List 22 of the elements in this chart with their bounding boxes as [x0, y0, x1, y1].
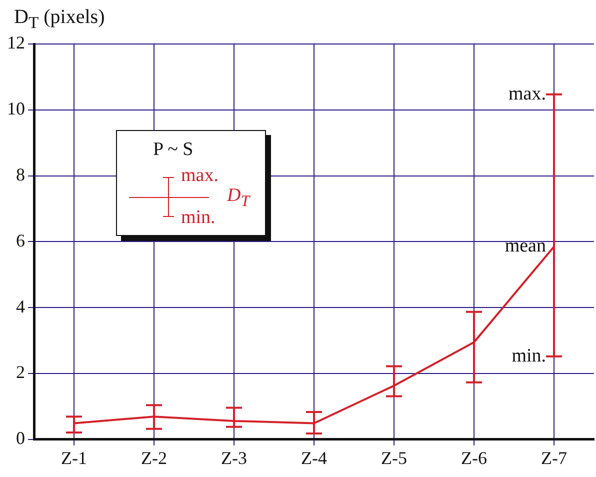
annotation: min. [181, 207, 216, 229]
legend-title: P ~ S [153, 139, 194, 161]
x-tick-label: Z-1 [61, 448, 87, 468]
x-tick-label: Z-6 [461, 448, 487, 468]
legend-label: D$_{T}$ [227, 185, 250, 211]
y-tick-label: 10 [7, 98, 25, 119]
x-tick-label: Z-3 [221, 448, 247, 468]
annotation: max. [508, 83, 546, 104]
y-tick-label: 8 [16, 164, 25, 185]
y-tick-label: 2 [16, 362, 25, 382]
y-tick-label: 4 [16, 296, 25, 316]
x-tick-label: Z-5 [381, 448, 407, 468]
x-tick-label: Z-4 [301, 448, 327, 468]
annotation: mean [504, 236, 546, 257]
y-tick-label: 12 [7, 32, 25, 53]
x-tick-label: Z-7 [541, 448, 567, 468]
y-tick-label: 0 [16, 428, 25, 448]
y-axis-title: D$_{T}$ (pixels) [14, 6, 105, 33]
y-tick-label: 6 [16, 230, 25, 250]
annotation: min. [512, 345, 546, 366]
annotation: max. [181, 165, 218, 187]
x-tick-label: Z-2 [141, 448, 167, 468]
